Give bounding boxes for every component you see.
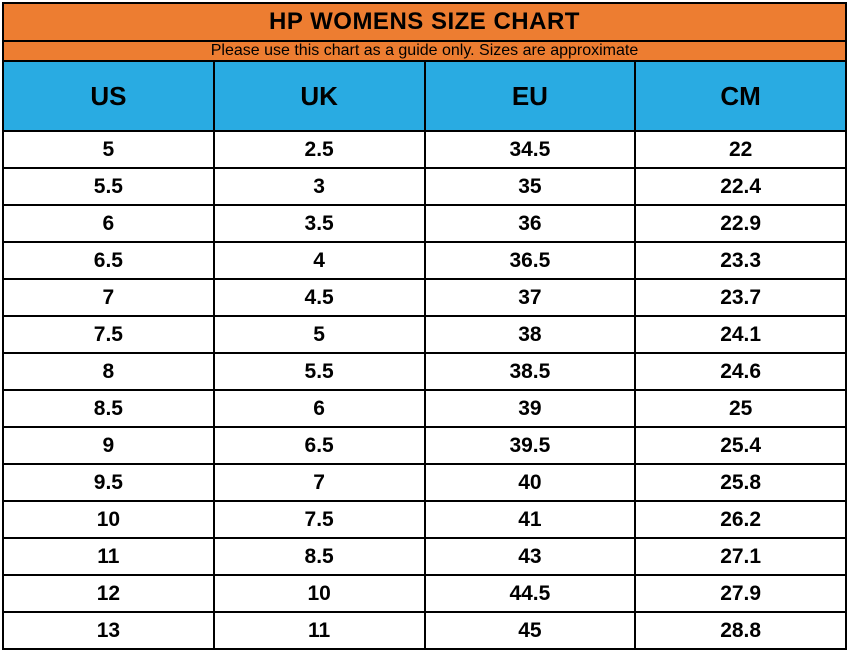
table-cell: 34.5	[423, 130, 637, 169]
table-cell: 44.5	[423, 574, 637, 613]
column-header-us: US	[2, 60, 215, 132]
table-cell: 22.9	[634, 204, 847, 243]
table-cell: 27.9	[634, 574, 847, 613]
table-row: 9.5 7 40 25.8	[2, 463, 847, 502]
table-cell: 22	[634, 130, 847, 169]
title-row: HP WOMENS SIZE CHART	[2, 2, 847, 42]
table-cell: 43	[423, 537, 637, 576]
table-cell: 38.5	[423, 352, 637, 391]
table-cell: 7	[212, 463, 426, 502]
table-cell: 10	[212, 574, 426, 613]
table-cell: 25	[634, 389, 847, 428]
table-row: 7 4.5 37 23.7	[2, 278, 847, 317]
table-cell: 4	[212, 241, 426, 280]
table-cell: 37	[423, 278, 637, 317]
table-cell: 4.5	[212, 278, 426, 317]
table-cell: 41	[423, 500, 637, 539]
table-cell: 9.5	[2, 463, 215, 502]
table-cell: 8.5	[212, 537, 426, 576]
table-row: 6.5 4 36.5 23.3	[2, 241, 847, 280]
table-cell: 23.7	[634, 278, 847, 317]
table-cell: 6	[2, 204, 215, 243]
table-cell: 40	[423, 463, 637, 502]
table-cell: 25.8	[634, 463, 847, 502]
table-cell: 39.5	[423, 426, 637, 465]
table-cell: 5.5	[212, 352, 426, 391]
table-cell: 36	[423, 204, 637, 243]
table-cell: 28.8	[634, 611, 847, 650]
table-cell: 35	[423, 167, 637, 206]
column-header-uk: UK	[212, 60, 426, 132]
table-cell: 24.6	[634, 352, 847, 391]
table-cell: 7	[2, 278, 215, 317]
column-header-row: US UK EU CM	[2, 60, 847, 132]
table-cell: 13	[2, 611, 215, 650]
table-cell: 8	[2, 352, 215, 391]
table-cell: 12	[2, 574, 215, 613]
table-cell: 5	[2, 130, 215, 169]
table-cell: 3	[212, 167, 426, 206]
table-cell: 45	[423, 611, 637, 650]
table-cell: 3.5	[212, 204, 426, 243]
table-cell: 26.2	[634, 500, 847, 539]
table-row: 12 10 44.5 27.9	[2, 574, 847, 613]
table-cell: 8.5	[2, 389, 215, 428]
table-cell: 23.3	[634, 241, 847, 280]
table-row: 8 5.5 38.5 24.6	[2, 352, 847, 391]
table-cell: 11	[2, 537, 215, 576]
table-cell: 36.5	[423, 241, 637, 280]
table-row: 5 2.5 34.5 22	[2, 130, 847, 169]
table-row: 9 6.5 39.5 25.4	[2, 426, 847, 465]
table-row: 7.5 5 38 24.1	[2, 315, 847, 354]
table-cell: 24.1	[634, 315, 847, 354]
table-cell: 25.4	[634, 426, 847, 465]
table-row: 11 8.5 43 27.1	[2, 537, 847, 576]
table-cell: 10	[2, 500, 215, 539]
column-header-cm: CM	[634, 60, 847, 132]
table-cell: 6	[212, 389, 426, 428]
chart-subtitle: Please use this chart as a guide only. S…	[2, 40, 847, 62]
table-cell: 27.1	[634, 537, 847, 576]
table-cell: 9	[2, 426, 215, 465]
table-cell: 6.5	[2, 241, 215, 280]
table-cell: 2.5	[212, 130, 426, 169]
table-row: 6 3.5 36 22.9	[2, 204, 847, 243]
size-chart-table: HP WOMENS SIZE CHART Please use this cha…	[2, 2, 847, 650]
table-cell: 6.5	[212, 426, 426, 465]
table-cell: 5	[212, 315, 426, 354]
table-row: 5.5 3 35 22.4	[2, 167, 847, 206]
subtitle-row: Please use this chart as a guide only. S…	[2, 40, 847, 62]
table-row: 13 11 45 28.8	[2, 611, 847, 650]
table-cell: 38	[423, 315, 637, 354]
table-row: 8.5 6 39 25	[2, 389, 847, 428]
table-cell: 39	[423, 389, 637, 428]
table-cell: 7.5	[2, 315, 215, 354]
chart-title: HP WOMENS SIZE CHART	[2, 2, 847, 42]
table-cell: 5.5	[2, 167, 215, 206]
table-cell: 11	[212, 611, 426, 650]
table-row: 10 7.5 41 26.2	[2, 500, 847, 539]
column-header-eu: EU	[423, 60, 637, 132]
table-cell: 22.4	[634, 167, 847, 206]
table-cell: 7.5	[212, 500, 426, 539]
